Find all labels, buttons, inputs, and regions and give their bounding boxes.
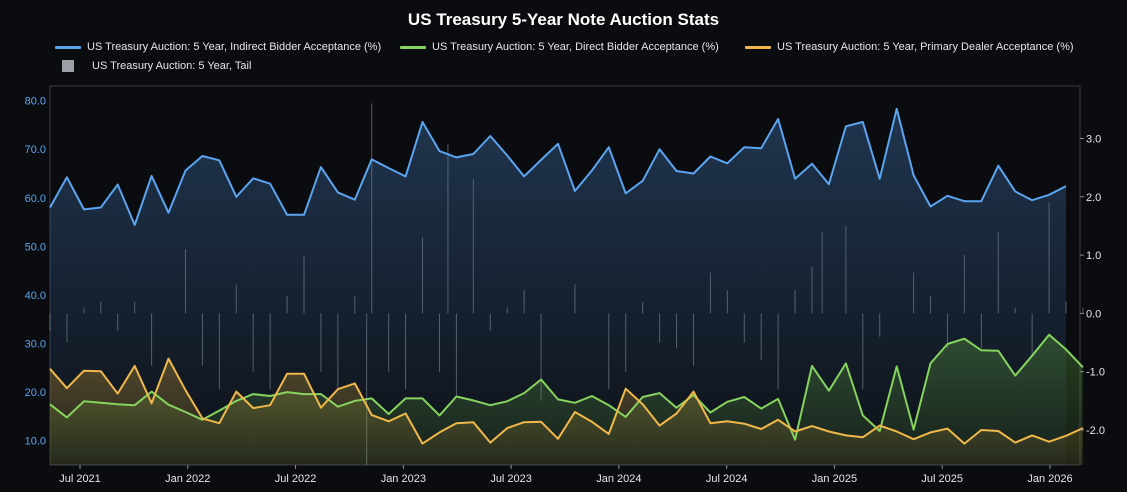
x-tick-label: Jul 2023 bbox=[490, 473, 532, 485]
y-left-tick-label: 60.0 bbox=[25, 193, 46, 205]
x-tick-label: Jan 2022 bbox=[165, 473, 210, 485]
x-tick-label: Jan 2024 bbox=[596, 473, 641, 485]
legend-label-tail: US Treasury Auction: 5 Year, Tail bbox=[92, 60, 252, 72]
legend-line-indirect bbox=[55, 45, 81, 49]
legend-item-indirect[interactable]: US Treasury Auction: 5 Year, Indirect Bi… bbox=[55, 41, 381, 53]
y-left-tick-label: 20.0 bbox=[25, 387, 46, 399]
y-right-tick-label: -2.0 bbox=[1086, 425, 1105, 437]
y-right-tick-label: 1.0 bbox=[1086, 250, 1101, 262]
x-tick-label: Jan 2025 bbox=[812, 473, 857, 485]
y-left-tick-label: 70.0 bbox=[25, 144, 46, 156]
y-right-tick-label: -1.0 bbox=[1086, 367, 1105, 379]
series-area-2 bbox=[50, 358, 1083, 465]
y-right-tick-label: 3.0 bbox=[1086, 133, 1101, 145]
legend-line-direct bbox=[400, 45, 426, 49]
series-line-1 bbox=[49, 333, 1084, 441]
legend-label-dealer: US Treasury Auction: 5 Year, Primary Dea… bbox=[777, 41, 1074, 53]
legend-swatch-tail bbox=[62, 60, 74, 73]
y-right-tick-label: 0.0 bbox=[1086, 308, 1101, 320]
legend-item-tail[interactable]: US Treasury Auction: 5 Year, Tail bbox=[55, 60, 252, 73]
x-tick-label: Jul 2025 bbox=[921, 473, 963, 485]
legend-item-direct[interactable]: US Treasury Auction: 5 Year, Direct Bidd… bbox=[400, 41, 719, 53]
legend-label-indirect: US Treasury Auction: 5 Year, Indirect Bi… bbox=[87, 41, 382, 53]
y-left-tick-label: 50.0 bbox=[25, 241, 46, 253]
legend-line-dealer bbox=[745, 45, 771, 49]
x-tick-label: Jul 2024 bbox=[706, 473, 748, 485]
series-line-0 bbox=[49, 107, 1067, 226]
chart-title: US Treasury 5-Year Note Auction Stats bbox=[407, 10, 720, 29]
x-tick-label: Jan 2026 bbox=[1027, 473, 1072, 485]
x-tick-label: Jul 2021 bbox=[59, 473, 101, 485]
x-tick-label: Jan 2023 bbox=[381, 473, 426, 485]
y-right-tick-label: 2.0 bbox=[1086, 192, 1101, 204]
y-left-tick-label: 10.0 bbox=[25, 436, 46, 448]
y-left-tick-label: 80.0 bbox=[25, 96, 46, 108]
y-left-tick-label: 30.0 bbox=[25, 339, 46, 351]
y-left-tick-label: 40.0 bbox=[25, 290, 46, 302]
legend-item-dealer[interactable]: US Treasury Auction: 5 Year, Primary Dea… bbox=[745, 41, 1074, 53]
series-line-2 bbox=[49, 357, 1084, 445]
legend-label-direct: US Treasury Auction: 5 Year, Direct Bidd… bbox=[432, 41, 719, 53]
x-tick-label: Jul 2022 bbox=[275, 473, 317, 485]
